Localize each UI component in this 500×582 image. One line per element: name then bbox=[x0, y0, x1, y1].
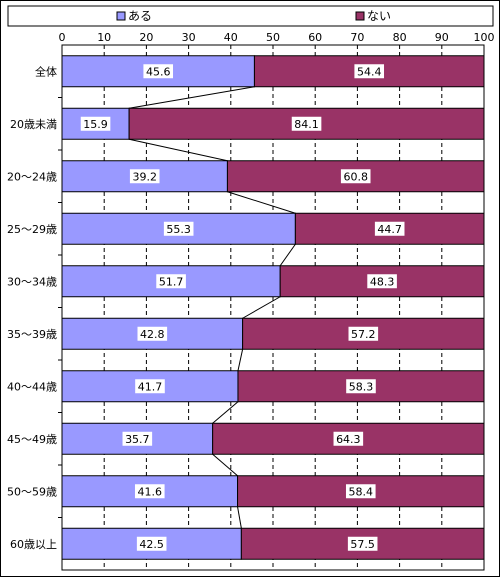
legend-label-2: ない bbox=[367, 9, 391, 23]
data-label-bg bbox=[354, 64, 385, 79]
data-label-bg bbox=[135, 379, 165, 394]
data-label-1-5: 51.7 bbox=[159, 275, 184, 288]
legend-swatch-1 bbox=[116, 11, 126, 21]
legend: ある ない bbox=[7, 5, 494, 27]
y-category-label-4: 25～29歳 bbox=[7, 223, 57, 236]
x-tick-label-40: 40 bbox=[224, 31, 238, 44]
x-tick-label-10: 10 bbox=[97, 31, 111, 44]
y-category-label-8: 45～49歳 bbox=[7, 433, 57, 446]
x-tick-label-100: 100 bbox=[474, 31, 495, 44]
data-label-bg bbox=[340, 169, 371, 184]
data-label-bg bbox=[345, 484, 376, 499]
legend-swatch-2 bbox=[355, 11, 365, 21]
data-label-bg bbox=[80, 116, 111, 131]
data-label-bg bbox=[134, 484, 165, 499]
data-label-2-3: 60.8 bbox=[343, 170, 368, 183]
data-label-bg bbox=[163, 221, 194, 236]
series-line-9 bbox=[237, 506, 242, 529]
series-line-6 bbox=[237, 349, 244, 371]
data-label-2-8: 64.3 bbox=[336, 433, 361, 446]
data-label-2-6: 57.2 bbox=[351, 328, 376, 341]
series-line-3 bbox=[227, 191, 296, 214]
series-line-1 bbox=[129, 86, 255, 109]
data-label-1-1: 45.6 bbox=[146, 65, 171, 78]
data-label-2-1: 54.4 bbox=[357, 65, 382, 78]
y-category-label-2: 20歳未満 bbox=[10, 118, 57, 131]
y-category-label-1: 全体 bbox=[35, 64, 57, 78]
data-label-1-10: 42.5 bbox=[139, 538, 164, 551]
data-label-bg bbox=[333, 431, 364, 446]
data-label-bg bbox=[374, 221, 405, 236]
x-tick-label-20: 20 bbox=[139, 31, 153, 44]
data-label-bg bbox=[122, 431, 153, 446]
data-label-1-7: 41.7 bbox=[138, 380, 163, 393]
y-axis: 全体 20歳未満 20～24歳 25～29歳 30～34歳 35～39歳 40～44歳 45～… bbox=[7, 64, 62, 551]
series-line-7 bbox=[212, 401, 239, 424]
legend-label-1: ある bbox=[128, 9, 152, 23]
data-label-bg bbox=[347, 536, 378, 551]
data-labels: 45.6 54.4 15.9 84.1 39.2 60.8 55.3 44.7 51.7 48.3… bbox=[80, 64, 405, 551]
data-label-2-9: 58.4 bbox=[349, 485, 374, 498]
data-label-bg bbox=[143, 64, 174, 79]
x-tick-label-50: 50 bbox=[266, 31, 280, 44]
data-label-bg bbox=[367, 274, 397, 289]
series-line-2 bbox=[128, 138, 228, 162]
data-label-1-6: 42.8 bbox=[140, 328, 165, 341]
data-label-2-7: 58.3 bbox=[349, 380, 374, 393]
data-label-1-8: 35.7 bbox=[125, 433, 150, 446]
data-label-1-4: 55.3 bbox=[166, 223, 191, 236]
legend-box bbox=[7, 5, 494, 27]
data-label-2-4: 44.7 bbox=[377, 223, 402, 236]
data-label-bg bbox=[137, 326, 168, 341]
data-label-bg bbox=[156, 274, 186, 289]
series-line-4 bbox=[279, 243, 296, 267]
x-tick-label-30: 30 bbox=[182, 31, 196, 44]
data-label-bg bbox=[346, 379, 376, 394]
data-label-2-2: 84.1 bbox=[294, 118, 319, 131]
series-line-5 bbox=[242, 296, 281, 319]
y-category-label-6: 35～39歳 bbox=[7, 328, 57, 341]
x-axis-ticks: 0 10 20 30 40 50 60 70 80 90 100 bbox=[59, 31, 495, 44]
y-category-label-9: 50～59歳 bbox=[7, 485, 57, 498]
series-lines bbox=[128, 86, 296, 529]
data-label-1-3: 39.2 bbox=[132, 170, 157, 183]
data-label-2-10: 57.5 bbox=[350, 538, 375, 551]
x-tick-label-0: 0 bbox=[59, 31, 66, 44]
x-tick-label-60: 60 bbox=[308, 31, 322, 44]
data-label-bg bbox=[291, 116, 322, 131]
x-tick-label-70: 70 bbox=[350, 31, 364, 44]
y-category-label-5: 30～34歳 bbox=[7, 275, 57, 288]
x-tick-label-90: 90 bbox=[435, 31, 449, 44]
y-category-label-7: 40～44歳 bbox=[7, 380, 57, 393]
data-label-bg bbox=[136, 536, 167, 551]
data-label-bg bbox=[129, 169, 160, 184]
x-tick-label-80: 80 bbox=[393, 31, 407, 44]
series-line-8 bbox=[212, 453, 238, 477]
y-category-label-10: 60歳以上 bbox=[10, 538, 57, 551]
y-category-label-3: 20～24歳 bbox=[7, 170, 57, 183]
data-label-1-2: 15.9 bbox=[83, 118, 108, 131]
data-label-2-5: 48.3 bbox=[370, 275, 395, 288]
data-label-bg bbox=[348, 326, 379, 341]
data-label-1-9: 41.6 bbox=[138, 485, 163, 498]
